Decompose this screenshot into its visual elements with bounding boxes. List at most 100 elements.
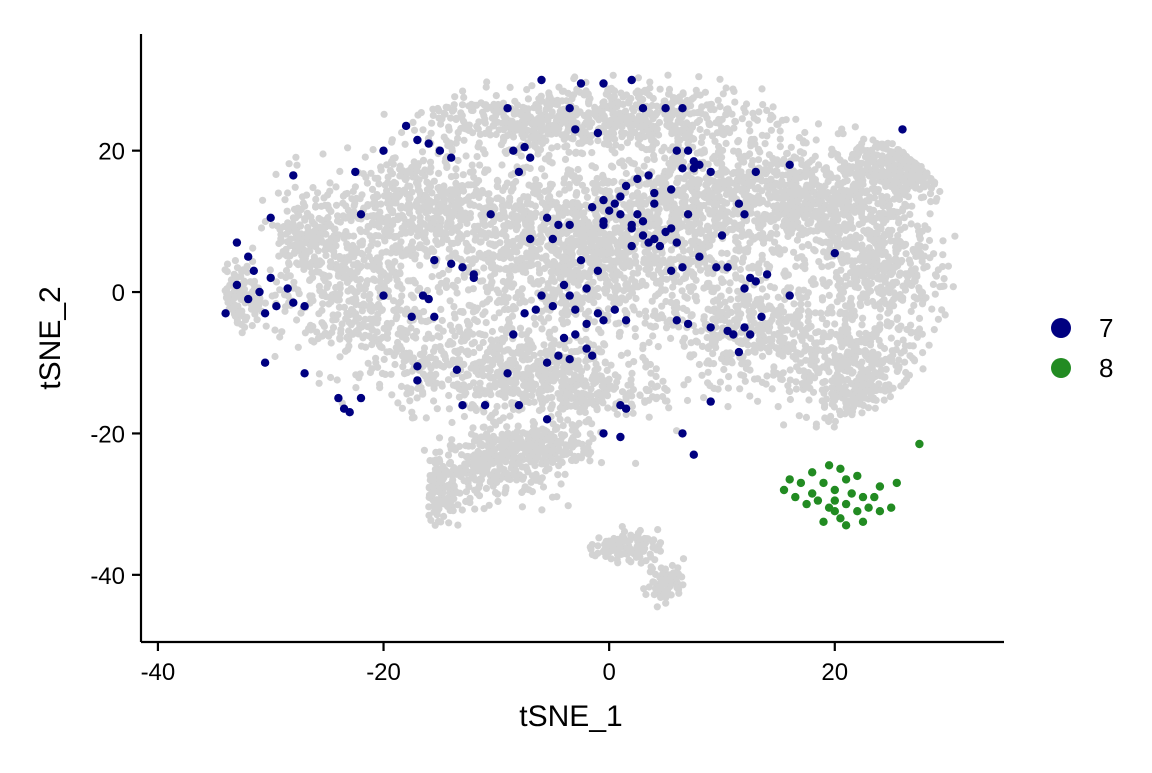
background-cell-point — [570, 259, 578, 267]
background-cell-point — [349, 286, 357, 294]
background-cell-point — [790, 248, 798, 256]
background-cell-point — [468, 161, 476, 169]
background-cell-point — [626, 262, 634, 270]
background-cell-point — [462, 348, 470, 356]
background-cell-point — [359, 170, 367, 178]
background-cell-point — [470, 201, 478, 209]
background-cell-point — [804, 289, 812, 297]
background-cell-point — [919, 365, 927, 373]
background-cell-point — [381, 284, 389, 292]
background-cell-point — [738, 339, 746, 347]
background-cell-point — [349, 187, 357, 195]
background-cell-point — [297, 309, 305, 317]
background-cell-point — [615, 298, 624, 306]
background-cell-point — [577, 244, 586, 252]
background-cell-point — [536, 193, 544, 201]
background-cell-point — [606, 233, 615, 241]
background-cell-point — [479, 310, 487, 319]
background-cell-point — [428, 273, 436, 281]
background-cell-point — [530, 189, 538, 197]
background-cell-point — [528, 183, 537, 191]
background-cell-point — [308, 292, 316, 300]
background-cell-point — [690, 351, 698, 359]
background-cell-point — [750, 200, 759, 208]
background-cell-point — [549, 242, 557, 250]
background-cell-point — [773, 230, 781, 238]
background-cell-point — [622, 281, 630, 289]
background-cell-point — [667, 246, 676, 254]
background-cell-point — [876, 313, 884, 321]
background-cell-point — [735, 221, 744, 229]
background-cell-point — [452, 179, 460, 187]
background-cell-point — [463, 370, 471, 378]
background-cell-point — [541, 187, 549, 195]
background-cell-point — [558, 316, 566, 324]
background-cell-point — [801, 342, 810, 350]
background-cell-point — [769, 103, 777, 111]
background-cell-point — [407, 388, 415, 396]
background-cell-point — [673, 179, 681, 187]
background-cell-point — [817, 309, 825, 317]
background-cell-point — [588, 242, 596, 250]
background-cell-point — [681, 196, 690, 204]
background-cell-point — [696, 266, 705, 274]
background-cell-point — [470, 255, 478, 263]
background-cell-point — [285, 160, 293, 168]
background-cell-point — [842, 274, 851, 282]
background-cell-point — [284, 189, 292, 197]
background-cell-point — [363, 277, 372, 285]
background-cell-point — [322, 251, 330, 260]
background-cell-point — [819, 225, 827, 233]
background-cell-point — [877, 225, 885, 233]
background-cell-point — [693, 149, 701, 157]
background-cell-point — [450, 303, 458, 311]
background-cell-point — [766, 234, 774, 242]
background-cell-point — [416, 225, 424, 233]
background-cell-point — [542, 347, 550, 355]
background-cell-point — [698, 242, 707, 251]
background-cell-point — [518, 233, 526, 241]
background-cell-point — [412, 334, 420, 342]
background-cell-point — [401, 251, 409, 259]
background-cell-point — [475, 358, 484, 366]
background-cell-point — [758, 251, 766, 259]
background-cell-point — [430, 347, 438, 355]
background-cell-point — [919, 349, 927, 357]
background-cell-point — [717, 275, 726, 283]
background-cell-point — [854, 338, 862, 346]
background-cell-point — [887, 281, 895, 289]
background-cell-point — [901, 286, 910, 294]
background-cell-point — [360, 256, 368, 264]
background-cell-point — [658, 175, 666, 183]
background-cell-point — [370, 276, 378, 284]
background-cell-point — [675, 255, 684, 263]
background-cell-point — [776, 337, 784, 345]
background-cell-point — [741, 246, 749, 254]
background-cell-point — [448, 418, 456, 427]
background-cell-point — [717, 171, 725, 179]
background-cell-point — [818, 296, 827, 304]
background-cell-point — [790, 329, 799, 337]
background-cell-point — [882, 216, 890, 224]
background-cell-point — [377, 166, 385, 174]
background-cell-point — [310, 338, 318, 346]
background-cell-point — [590, 290, 599, 298]
background-cell-point — [759, 339, 767, 347]
background-cell-point — [605, 187, 614, 195]
background-cell-point — [369, 212, 378, 220]
background-cell-point — [464, 242, 472, 251]
background-cell-point — [488, 264, 496, 272]
background-cell-point — [498, 325, 506, 333]
background-cell-point — [940, 275, 948, 283]
background-cell-point — [483, 298, 491, 306]
background-cell-point — [572, 230, 581, 238]
background-cell-point — [916, 252, 924, 260]
background-cell-point — [564, 166, 572, 174]
background-cell-point — [894, 245, 902, 253]
background-cell-point — [641, 319, 649, 327]
background-cell-point — [350, 202, 358, 210]
background-cell-point — [890, 289, 898, 297]
background-cell-point — [397, 382, 406, 390]
background-cell-point — [745, 192, 753, 200]
background-cell-point — [465, 301, 473, 309]
